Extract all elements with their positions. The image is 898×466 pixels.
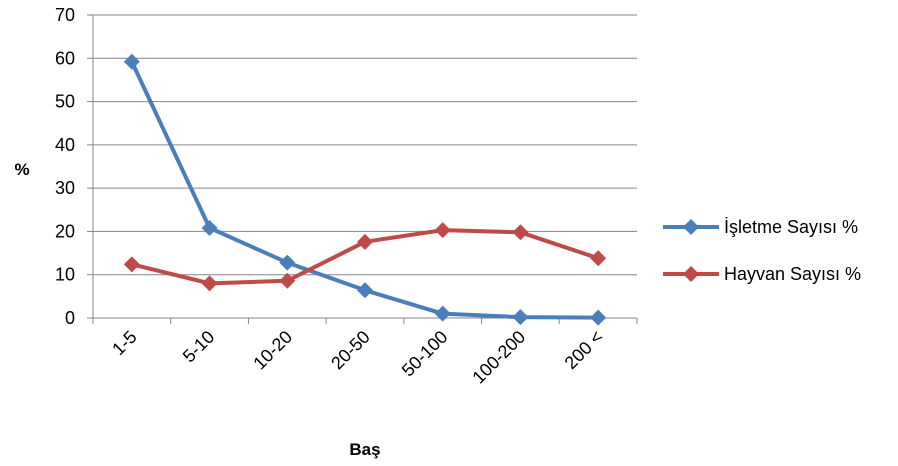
y-tick-label: 30 [55, 178, 75, 198]
data-point [590, 250, 607, 267]
legend: İşletme Sayısı % Hayvan Sayısı % [663, 217, 861, 284]
data-point [512, 309, 529, 326]
y-tick-label: 60 [55, 48, 75, 68]
y-tick-label: 70 [55, 5, 75, 25]
y-tick-label: 0 [65, 308, 75, 328]
x-tick-label: 50-100 [398, 327, 452, 381]
y-tick-labels: 0 10 20 30 40 50 60 70 [55, 5, 75, 328]
data-point [279, 254, 296, 271]
data-point [201, 275, 218, 292]
legend-swatch-marker [683, 266, 699, 282]
data-point [512, 224, 529, 241]
x-tick-labels: 1-5 5-10 10-20 20-50 50-100 100-200 200 < [108, 327, 607, 388]
series-line-0 [130, 60, 599, 320]
data-point [123, 53, 140, 70]
x-axis-title: Baş [349, 440, 380, 459]
legend-swatch-marker [683, 219, 699, 235]
data-point [201, 219, 218, 236]
x-tick-label: 100-200 [468, 327, 529, 388]
data-point [434, 305, 451, 322]
x-tick-label: 10-20 [249, 327, 296, 374]
y-tick-label: 10 [55, 265, 75, 285]
x-tick-label: 5-10 [179, 327, 219, 367]
legend-entry: Hayvan Sayısı % [663, 264, 861, 284]
data-point [357, 233, 373, 250]
x-tick-label: 200 < [561, 327, 607, 373]
legend-label: Hayvan Sayısı % [724, 264, 861, 284]
y-tick-label: 20 [55, 221, 75, 241]
y-tick-label: 40 [55, 135, 75, 155]
axes [87, 14, 638, 324]
gridlines [93, 14, 637, 276]
data-point [434, 222, 451, 239]
data-point [123, 256, 140, 273]
data-point [279, 272, 296, 289]
x-tick-label: 1-5 [108, 327, 141, 360]
legend-label: İşletme Sayısı % [724, 217, 858, 237]
series [123, 53, 607, 326]
x-tick-label: 20-50 [327, 327, 374, 374]
legend-entry: İşletme Sayısı % [663, 217, 858, 237]
data-point [357, 282, 373, 299]
y-axis-title: % [14, 160, 29, 179]
data-point [590, 309, 607, 326]
y-tick-label: 50 [55, 92, 75, 112]
